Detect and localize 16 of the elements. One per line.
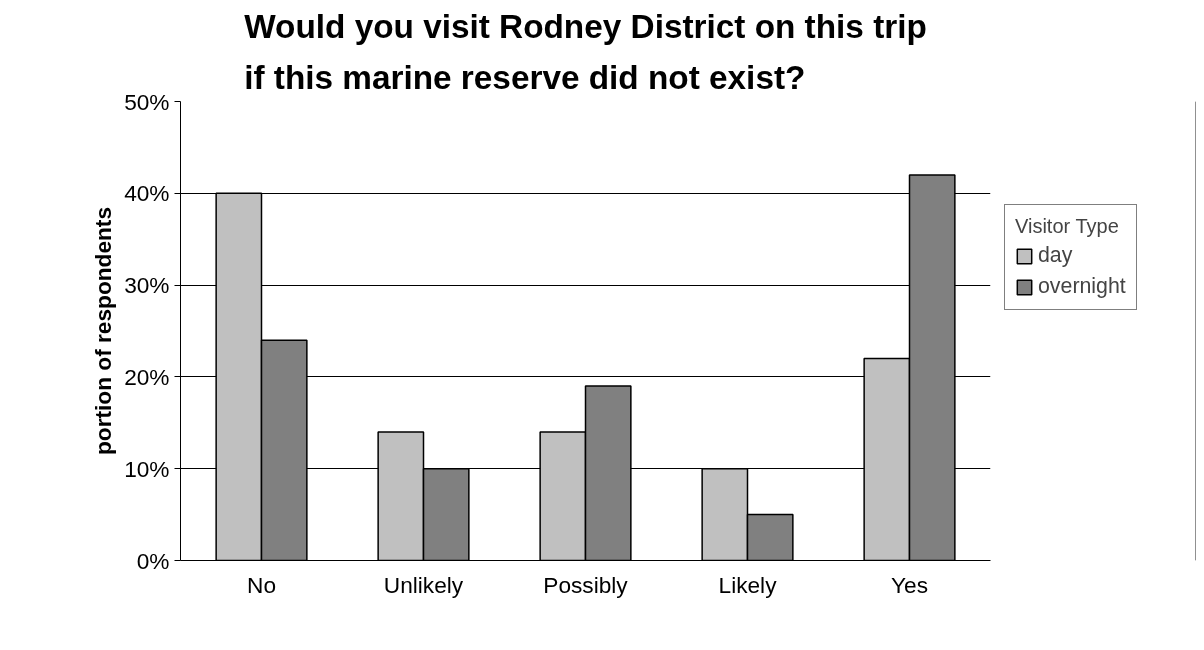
y-tick-label: 30% (124, 272, 170, 299)
y-tick-label: 50% (124, 88, 170, 115)
x-tick-label: Likely (718, 571, 778, 598)
legend-label: day (1038, 243, 1073, 268)
y-tick-label: 20% (124, 363, 170, 390)
y-tick-label: 10% (124, 455, 170, 482)
x-tick-label: Yes (891, 571, 928, 598)
legend-label: overnight (1038, 274, 1126, 299)
y-axis-title: portion of respondents (90, 207, 117, 455)
x-tick-label: Possibly (543, 571, 629, 598)
chart-title: Would you visit Rodney District on this trip if this marine reserve did not exist? (244, 7, 927, 97)
y-tick-label: 0% (136, 547, 170, 574)
y-tick-label: 40% (124, 180, 170, 207)
x-tick-label: Unlikely (383, 571, 464, 598)
x-tick-label: No (247, 571, 276, 598)
legend-title: Visitor Type (1015, 215, 1120, 238)
